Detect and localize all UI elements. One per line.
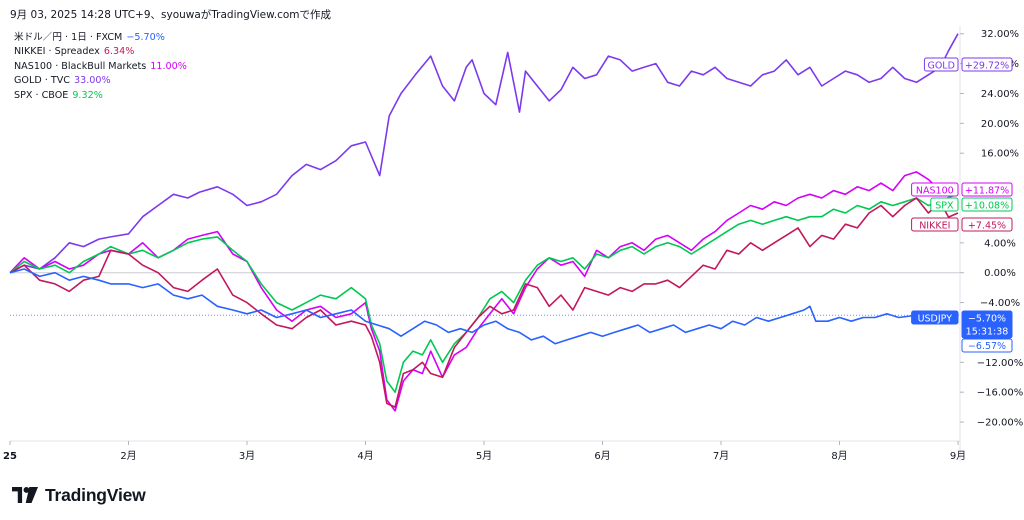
x-tick-label: 2月 <box>120 450 136 462</box>
legend-item-nikkei[interactable]: NIKKEI · Spreadex 6.34% <box>14 45 187 59</box>
series-name-tag <box>930 197 959 212</box>
series-value-tag-label: +29.72% <box>965 61 1009 72</box>
series-value-tag <box>961 182 1013 197</box>
legend-item-spx[interactable]: SPX · CBOE 9.32% <box>14 89 187 103</box>
series-name-tag <box>911 217 959 232</box>
series-value-tag <box>961 217 1013 232</box>
series-value-tag-label: +7.45% <box>968 221 1006 232</box>
legend-value: 6.34% <box>103 46 135 58</box>
series-value-tag <box>961 310 1013 339</box>
series-value-tag-label: +11.87% <box>965 186 1009 197</box>
y-tick-label: 16.00% <box>981 149 1019 160</box>
series-name-tag-label: USDJPY <box>918 314 953 325</box>
series-name-tag-label: SPX <box>935 201 954 212</box>
x-tick-label: 8月 <box>831 450 847 462</box>
legend-item-gold[interactable]: GOLD · TVC 33.00% <box>14 74 187 88</box>
legend-label: GOLD · TVC <box>14 75 70 87</box>
series-name-tag <box>923 57 959 72</box>
x-tick-label: 25 <box>3 451 17 462</box>
y-tick-label: 32.00% <box>981 29 1019 40</box>
y-tick-label: 20.00% <box>981 119 1019 130</box>
tradingview-wordmark: TradingView <box>45 484 146 505</box>
series-line-nikkei <box>9 197 959 408</box>
y-tick-label: 0.00% <box>984 268 1016 279</box>
usdjpy-secondary-value: −6.57% <box>968 341 1006 352</box>
series-line-usdjpy <box>9 268 958 345</box>
legend-value: −5.70% <box>126 32 165 43</box>
series-name-tag-label: GOLD <box>927 61 954 72</box>
tradingview-brand[interactable]: TradingView <box>12 484 146 506</box>
usdjpy-secondary-tag <box>961 338 1013 353</box>
legend: 米ドル／円 · 1日 · FXCM −5.70% NIKKEI · Spreade… <box>14 31 187 103</box>
legend-value: 11.00% <box>150 60 187 72</box>
x-tick-label: 4月 <box>357 450 373 462</box>
series-value-tag <box>961 57 1013 72</box>
series-name-tag-label: NAS100 <box>916 186 954 197</box>
series-value-tag <box>961 197 1013 212</box>
chart-caption: 9月 03, 2025 14:28 UTC+9、syouwaがTradingVi… <box>10 9 332 21</box>
tradingview-logo-icon <box>12 487 38 503</box>
x-tick-label: 7月 <box>713 450 729 462</box>
y-tick-label: −16.00% <box>977 388 1024 399</box>
x-tick-label: 6月 <box>594 450 610 462</box>
y-tick-label: −20.00% <box>977 418 1024 429</box>
series-line-nas100 <box>9 171 959 412</box>
y-tick-label: −12.00% <box>977 358 1024 369</box>
legend-item-nas100[interactable]: NAS100 · BlackBull Markets 11.00% <box>14 60 187 74</box>
legend-value: 33.00% <box>74 75 111 87</box>
legend-item-usdjpy[interactable]: 米ドル／円 · 1日 · FXCM −5.70% <box>14 31 187 45</box>
series-value-tag-label: +10.08% <box>965 201 1009 212</box>
series-name-tag <box>911 310 959 325</box>
x-tick-label: 5月 <box>476 450 492 462</box>
legend-label: NAS100 · BlackBull Markets <box>14 60 147 72</box>
legend-value: 9.32% <box>72 89 103 101</box>
legend-label: NIKKEI · Spreadex <box>14 46 100 58</box>
usdjpy-countdown-label: 15:31:38 <box>966 327 1009 338</box>
series-value-tag-label: −5.70% <box>968 314 1006 325</box>
legend-label: SPX · CBOE <box>14 89 69 101</box>
y-tick-label: 4.00% <box>984 238 1016 249</box>
series-name-tag <box>911 182 959 197</box>
legend-label: 米ドル／円 · 1日 · FXCM <box>14 32 123 43</box>
x-tick-label: 3月 <box>239 450 255 462</box>
y-tick-label: 24.00% <box>981 89 1019 100</box>
series-name-tag-label: NIKKEI <box>919 221 950 232</box>
series-line-spx <box>9 193 959 394</box>
x-tick-label: 9月 <box>950 450 966 462</box>
series-line-gold <box>9 33 959 274</box>
y-tick-label: −4.00% <box>980 298 1020 309</box>
